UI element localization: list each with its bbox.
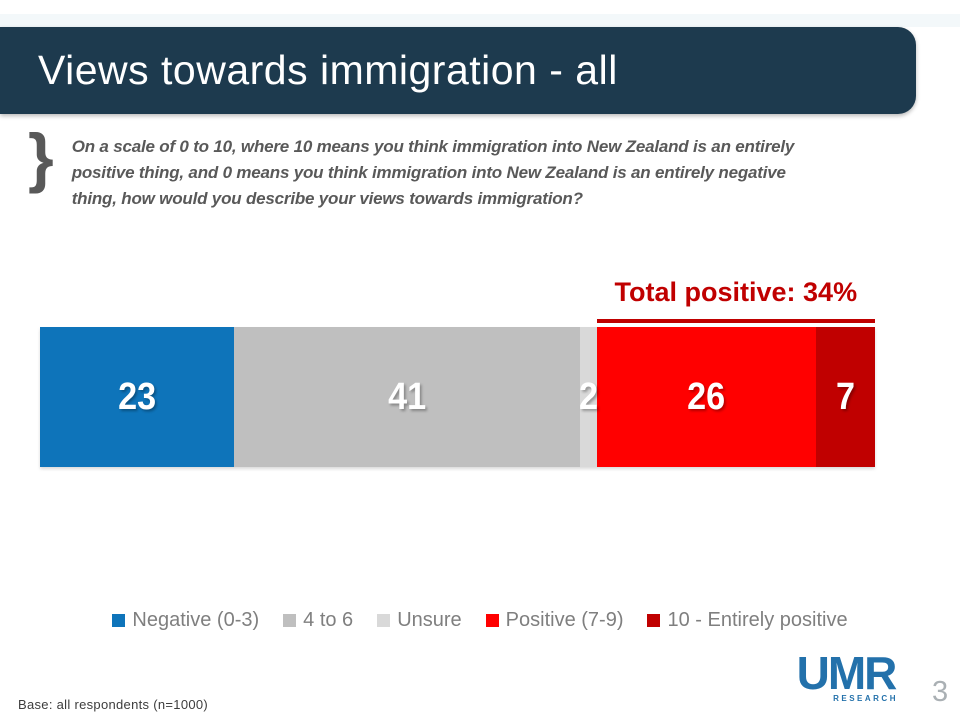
page-number: 3 [932,676,949,708]
stacked-bar: 23 41 2 26 7 [40,327,875,467]
legend-item-4: 10 - Entirely positive [647,608,848,632]
title-banner: Views towards immigration - all [0,27,916,114]
legend-swatch-icon [647,613,661,627]
legend-item-2: Unsure [377,608,462,632]
logo-text: UMR [796,647,898,699]
legend-label: Positive (7-9) [505,608,624,631]
total-positive-underline [596,319,875,323]
bar-segment-4: 7 [815,327,875,467]
legend-label: 4 to 6 [303,608,354,631]
umr-research-logo: UMR RESEARCH [790,650,902,703]
top-accent-strip [0,14,960,27]
bar-segment-3: 26 [596,327,816,467]
legend-label: 10 - Entirely positive [667,608,848,631]
bar-segment-1: 41 [233,327,580,467]
bar-segment-value: 26 [687,375,726,418]
legend-swatch-icon [485,613,499,627]
legend-item-3: Positive (7-9) [485,608,624,632]
question-line-3: thing, how would you describe your views… [71,189,583,208]
brace-icon: } [28,120,54,194]
bar-segment-value: 23 [117,375,157,418]
legend-item-0: Negative (0-3) [112,609,259,632]
legend-swatch-icon [377,613,391,627]
question-block: } On a scale of 0 to 10, where 10 means … [28,120,928,212]
legend-label: Negative (0-3) [132,608,260,631]
legend-swatch-icon [112,613,126,627]
legend-label: Unsure [397,608,462,631]
bar-segment-value: 7 [835,375,855,418]
base-note: Base: all respondents (n=1000) [18,697,209,712]
legend-swatch-icon [283,613,297,627]
question-line-1: On a scale of 0 to 10, where 10 means yo… [71,137,795,156]
legend: Negative (0-3) 4 to 6 Unsure Positive (7-9)… [0,604,960,636]
question-text: On a scale of 0 to 10, where 10 means yo… [71,126,795,212]
bar-segment-value: 41 [387,375,426,418]
bar-segment-value: 2 [578,375,598,418]
total-positive-label: Total positive: 34% [614,277,858,307]
slide-title: Views towards immigration - all [38,47,618,93]
bar-segment-0: 23 [40,327,234,467]
bar-segment-2: 2 [578,327,598,467]
question-line-2: positive thing, and 0 means you think im… [71,163,786,182]
logo-subtext: RESEARCH [833,694,898,703]
legend-item-1: 4 to 6 [283,609,353,632]
chart: Total positive: 34% 23 41 2 26 7 [40,277,875,480]
